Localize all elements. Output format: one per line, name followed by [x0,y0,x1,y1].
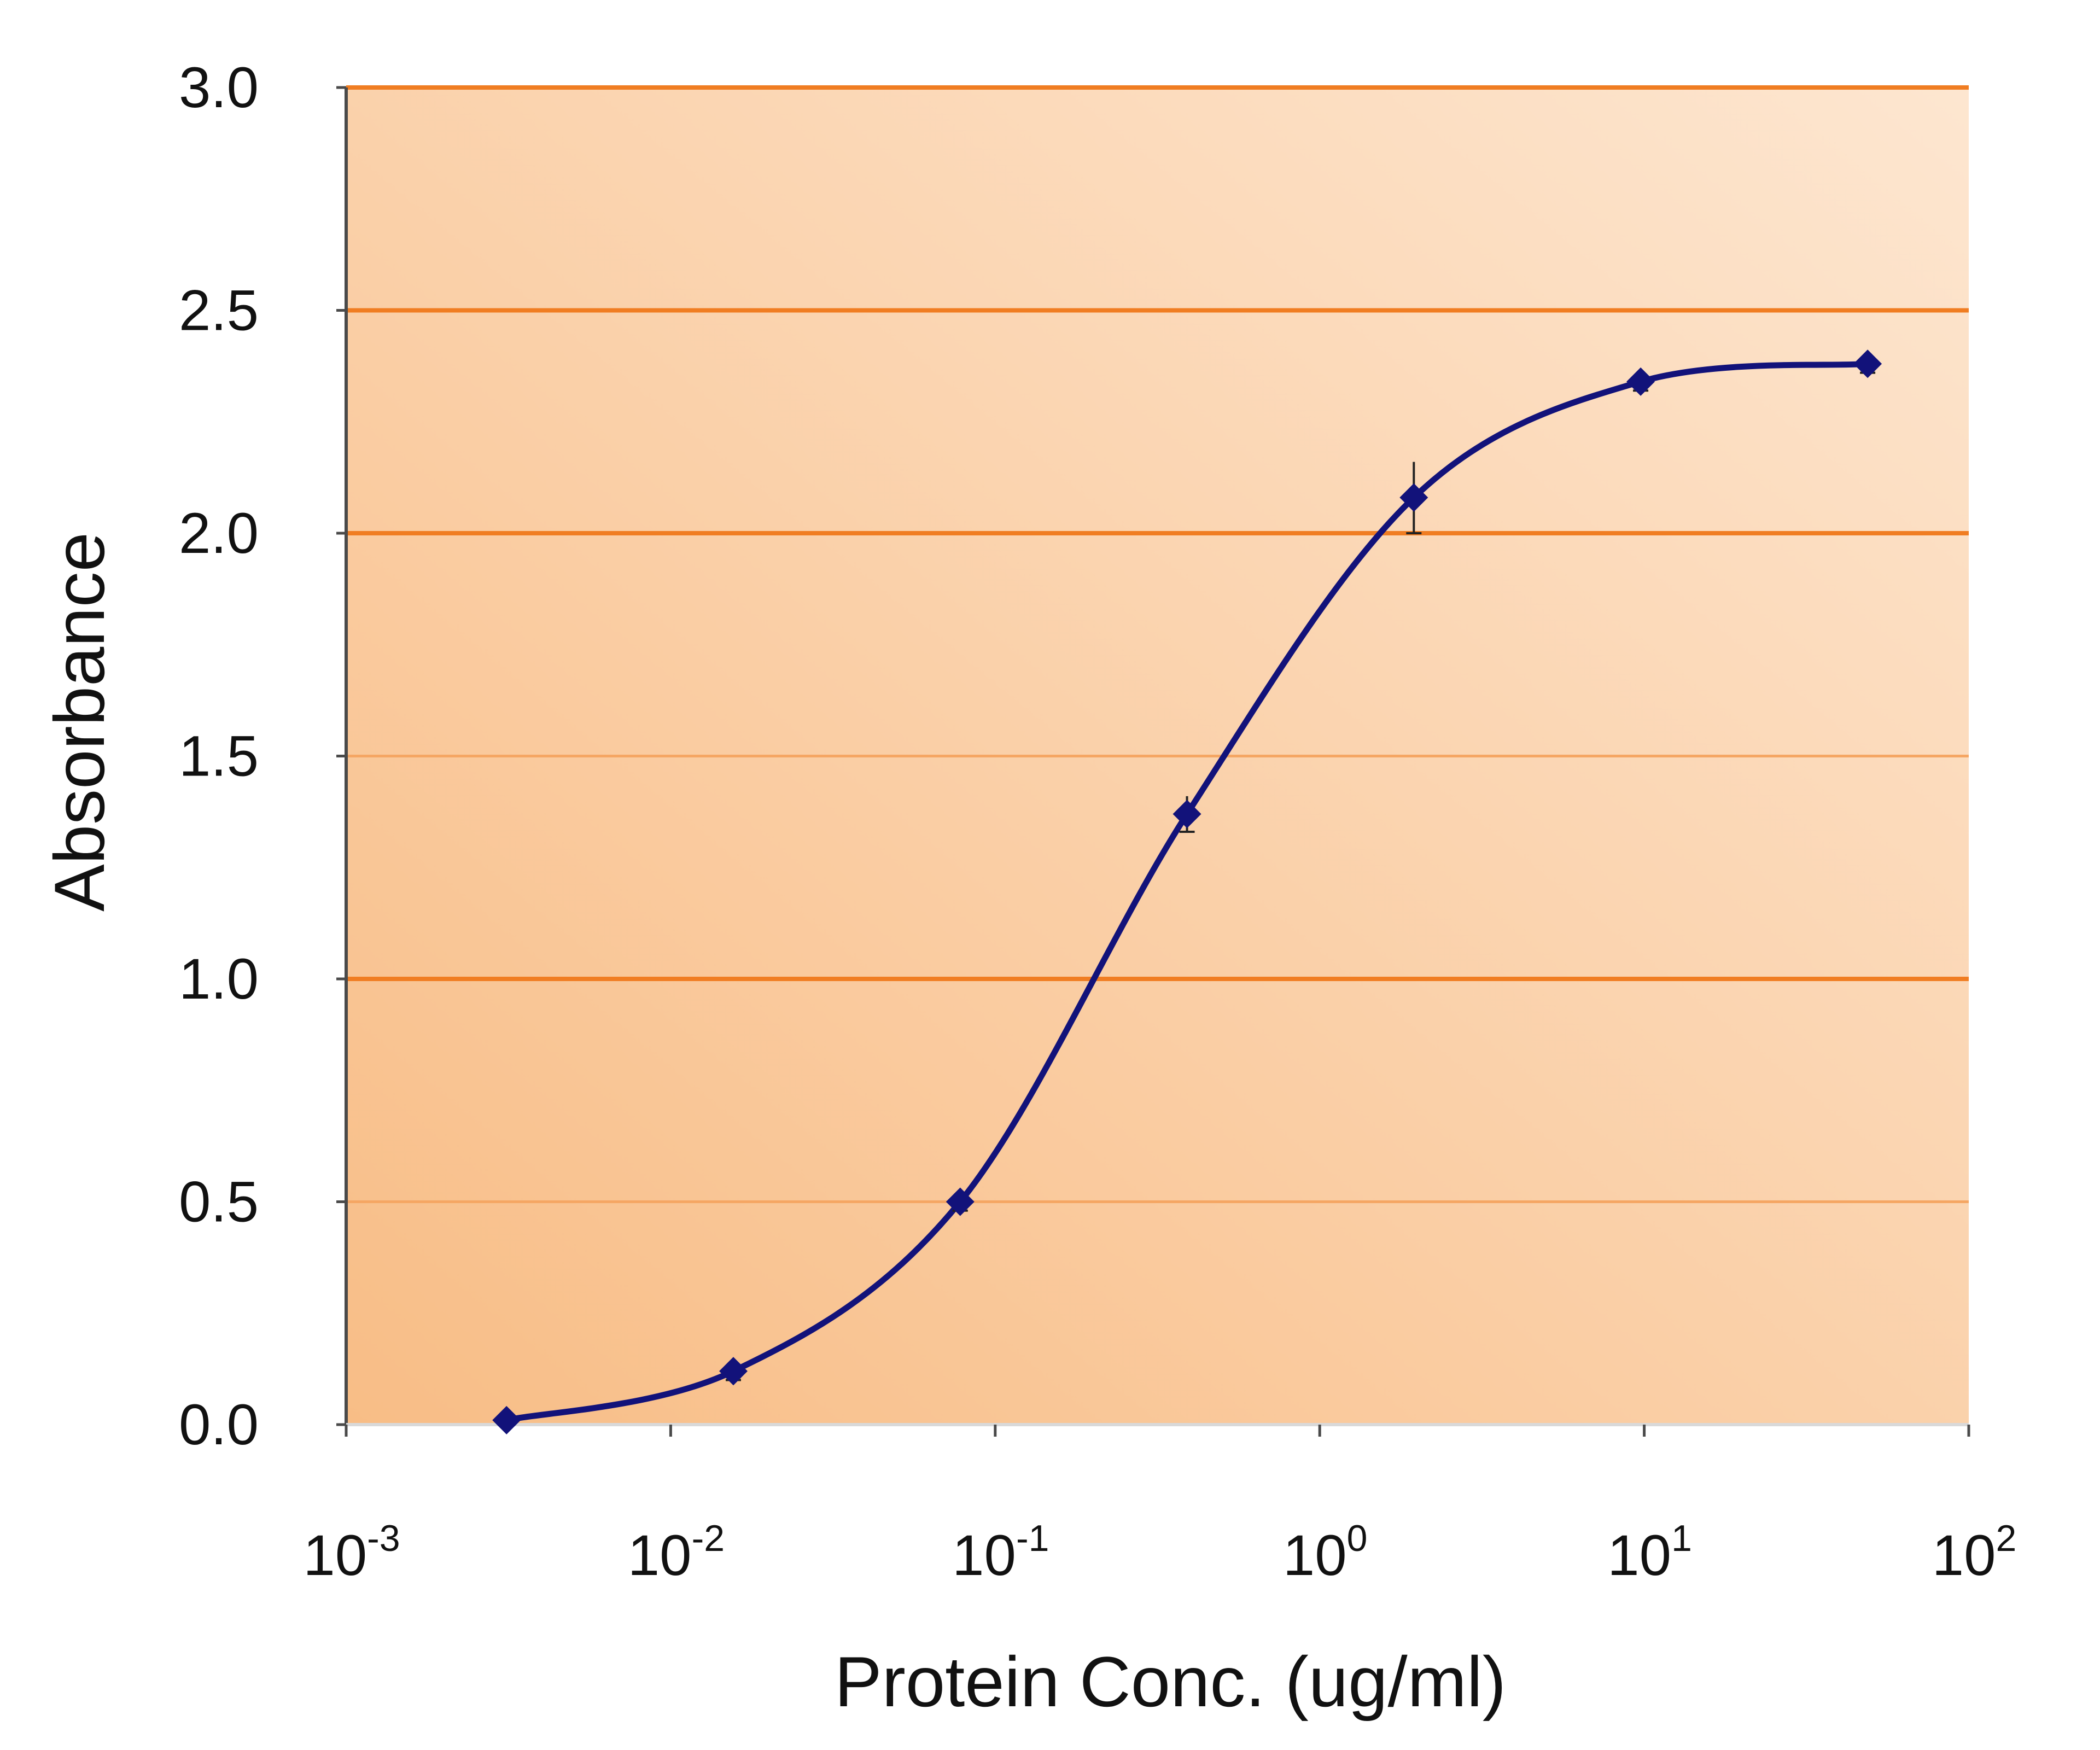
x-tick-label: 10-3 [303,1518,400,1588]
y-tick-label: 3.0 [179,56,259,120]
data-point [719,1357,748,1386]
y-tick-label: 1.5 [179,725,259,789]
data-point [1853,349,1882,378]
x-axis-title: Protein Conc. (ug/ml) [835,1642,1506,1722]
data-point [492,1405,521,1434]
y-tick-label: 1.0 [179,947,259,1011]
grid [346,85,1969,1203]
data-point [946,1187,975,1216]
x-tick-label: 10-2 [628,1518,725,1588]
y-tick-label: 0.0 [179,1393,259,1457]
data-point [1626,367,1655,396]
y-axis-title: Absorbance [39,532,119,912]
data-point [1399,483,1428,512]
y-tick-label: 2.0 [179,501,259,565]
y-tick-label: 0.5 [179,1170,259,1234]
x-tick-label: 10-1 [952,1518,1049,1588]
x-tick-label: 102 [1932,1518,2017,1588]
y-tick-label: 2.5 [179,279,259,343]
x-tick-label: 100 [1283,1518,1368,1588]
data-point [1172,800,1201,829]
series [492,349,1882,1434]
tick-labels: 0.0 0.5 1.0 1.5 2.0 2.5 3.0 10-3 10-2 10-1 100 101 1… [179,56,2016,1588]
x-tick-label: 101 [1607,1518,1692,1588]
axes [336,86,1970,1437]
